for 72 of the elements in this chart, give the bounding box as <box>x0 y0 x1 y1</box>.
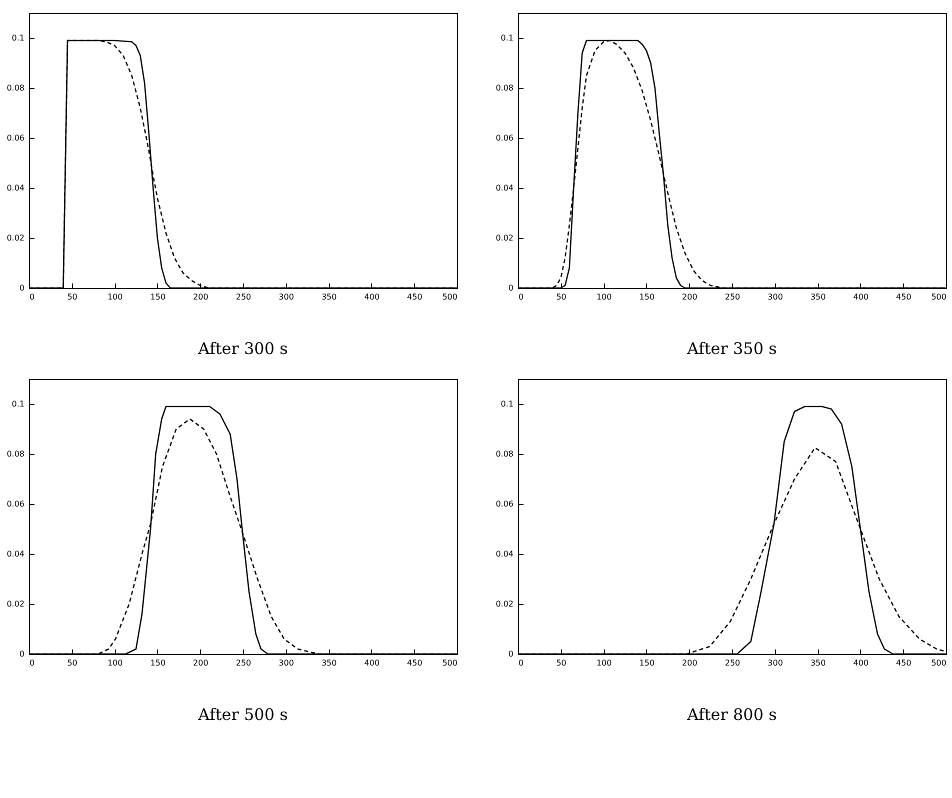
x-tick-label: 50 <box>556 658 566 668</box>
x-tick-label: 450 <box>407 292 422 302</box>
y-tick-label: 0.08 <box>6 450 24 458</box>
x-tick-label: 0 <box>518 658 524 668</box>
y-tick-label: 0.02 <box>6 234 24 242</box>
x-tick-label: 50 <box>67 292 78 302</box>
x-tick-label: 200 <box>682 658 698 668</box>
y-tick-label: 0.02 <box>496 234 514 242</box>
y-tick-label: 0.04 <box>496 550 514 558</box>
x-tick-label: 450 <box>896 292 912 302</box>
y-tick-label: 0.1 <box>12 34 24 42</box>
x-tick-label: 350 <box>321 658 337 668</box>
y-tick-label: 0.06 <box>496 134 514 142</box>
x-tick-label: 500 <box>931 292 946 302</box>
y-tick-label: 0.06 <box>496 500 514 508</box>
y-tick-label: 0 <box>508 650 514 658</box>
x-tick-label: 500 <box>931 658 946 668</box>
x-tick-label: 200 <box>682 292 698 302</box>
text: After 300 s <box>197 339 288 358</box>
x-tick-label: 300 <box>768 658 783 668</box>
x-tick-label: 300 <box>278 292 294 302</box>
x-tick-label: 500 <box>442 292 458 302</box>
y-tick-label: 0 <box>19 650 24 658</box>
x-tick-label: 0 <box>30 292 35 302</box>
x-tick-label: 400 <box>853 292 869 302</box>
x-tick-label: 400 <box>853 658 869 668</box>
x-tick-label: 400 <box>364 658 380 668</box>
y-tick-label: 0.04 <box>496 184 514 192</box>
text: After 350 s <box>686 339 777 358</box>
x-tick-label: 450 <box>407 658 422 668</box>
x-tick-label: 150 <box>150 658 166 668</box>
x-tick-label: 200 <box>193 658 208 668</box>
x-tick-label: 350 <box>321 292 337 302</box>
x-tick-label: 100 <box>107 658 123 668</box>
x-tick-label: 250 <box>724 292 740 302</box>
x-tick-label: 0 <box>30 658 35 668</box>
x-tick-label: 250 <box>236 658 252 668</box>
y-tick-label: 0.02 <box>6 600 24 608</box>
x-tick-label: 300 <box>768 292 783 302</box>
x-tick-label: 100 <box>596 658 612 668</box>
y-tick-label: 0.04 <box>6 550 24 558</box>
x-tick-label: 350 <box>810 292 826 302</box>
x-tick-label: 250 <box>724 658 740 668</box>
x-tick-label: 500 <box>442 658 458 668</box>
x-tick-label: 200 <box>193 292 208 302</box>
y-tick-label: 0 <box>19 284 24 292</box>
x-tick-label: 50 <box>556 292 566 302</box>
x-tick-label: 150 <box>639 658 655 668</box>
x-tick-label: 250 <box>236 292 252 302</box>
x-tick-label: 450 <box>896 658 912 668</box>
text: After 800 s <box>686 705 777 724</box>
y-tick-label: 0.06 <box>6 134 24 142</box>
y-tick-label: 0.1 <box>500 400 514 408</box>
y-tick-label: 0.08 <box>496 84 514 92</box>
y-tick-label: 0.06 <box>6 500 24 508</box>
x-tick-label: 400 <box>364 292 380 302</box>
x-tick-label: 100 <box>596 292 612 302</box>
x-tick-label: 150 <box>639 292 655 302</box>
y-tick-label: 0.1 <box>500 34 514 42</box>
y-tick-label: 0.1 <box>12 400 24 408</box>
x-tick-label: 50 <box>67 658 78 668</box>
y-tick-label: 0.08 <box>6 84 24 92</box>
x-tick-label: 350 <box>810 658 826 668</box>
x-tick-label: 150 <box>150 292 166 302</box>
y-tick-label: 0.08 <box>496 450 514 458</box>
text: After 500 s <box>197 705 288 724</box>
x-tick-label: 0 <box>518 292 524 302</box>
x-tick-label: 100 <box>107 292 123 302</box>
y-tick-label: 0.02 <box>496 600 514 608</box>
y-tick-label: 0.04 <box>6 184 24 192</box>
x-tick-label: 300 <box>278 658 294 668</box>
y-tick-label: 0 <box>508 284 514 292</box>
